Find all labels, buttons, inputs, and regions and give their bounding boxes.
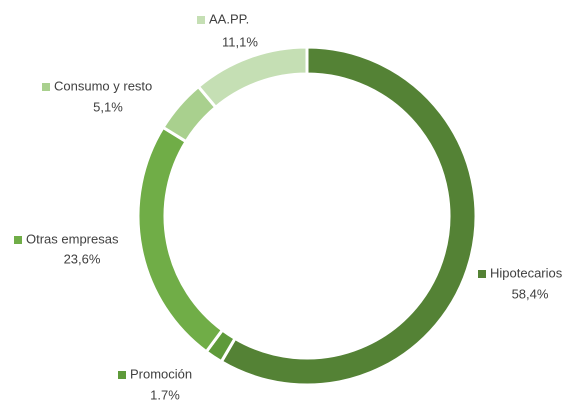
category-label: AA.PP. — [209, 11, 249, 26]
value-label: 5,1% — [93, 99, 123, 114]
category-label: Otras empresas — [26, 231, 119, 246]
donut-segment — [219, 45, 478, 387]
value-label: 23,6% — [64, 251, 101, 266]
category-label: Promoción — [130, 366, 192, 381]
legend-swatch — [118, 371, 126, 379]
category-label: Hipotecarios — [490, 265, 563, 280]
donut-segment — [196, 45, 309, 110]
legend-swatch — [478, 270, 486, 278]
legend-swatch — [42, 83, 50, 91]
value-label: 11,1% — [222, 34, 258, 49]
category-label: Consumo y resto — [54, 78, 152, 93]
legend-swatch — [14, 236, 22, 244]
legend-swatch — [197, 16, 205, 24]
value-label: 58,4% — [512, 286, 549, 301]
value-label: 1.7% — [150, 387, 180, 401]
donut-segment — [136, 125, 225, 354]
